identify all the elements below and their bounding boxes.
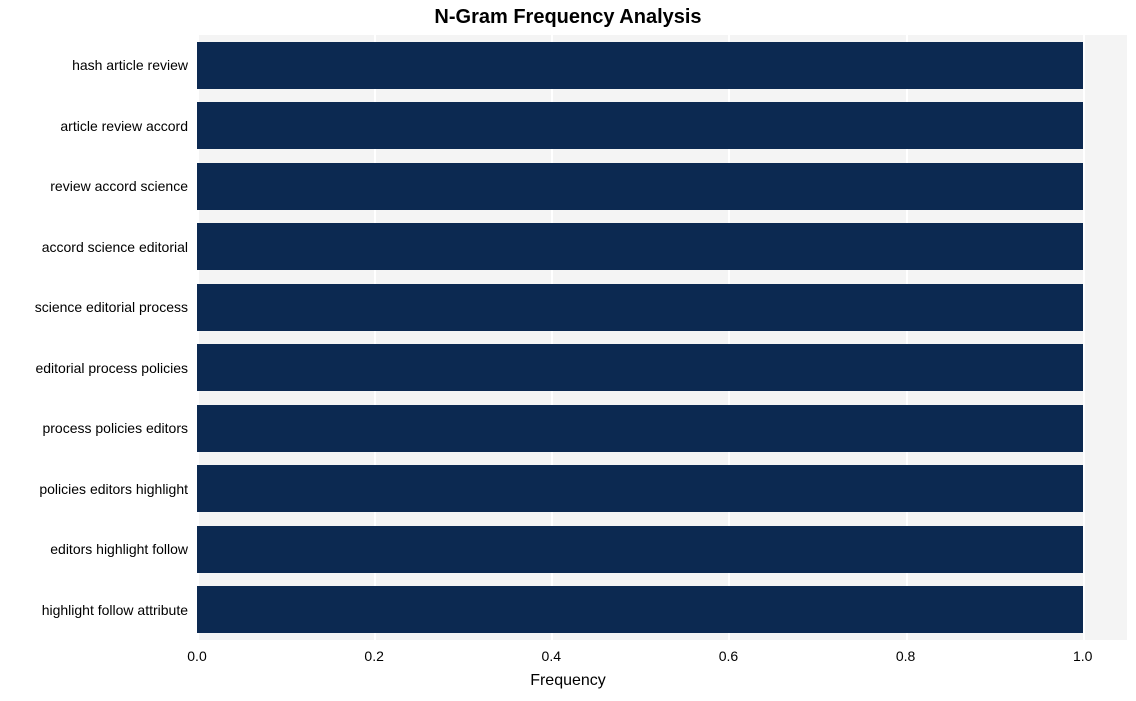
bar — [197, 284, 1083, 331]
x-tick-label: 0.6 — [719, 648, 738, 664]
y-tick-label: editors highlight follow — [50, 541, 188, 557]
bar — [197, 586, 1083, 633]
chart-title: N-Gram Frequency Analysis — [0, 6, 1136, 29]
y-tick-label: process policies editors — [42, 420, 188, 436]
bar — [197, 465, 1083, 512]
x-tick-label: 0.0 — [187, 648, 206, 664]
x-axis-label: Frequency — [0, 672, 1136, 690]
chart-container: N-Gram Frequency Analysis hash article r… — [0, 0, 1136, 701]
bar — [197, 223, 1083, 270]
grid-layer — [197, 35, 1127, 640]
x-gridline — [1083, 35, 1085, 640]
x-tick-label: 0.2 — [364, 648, 383, 664]
x-tick-label: 1.0 — [1073, 648, 1092, 664]
y-tick-label: editorial process policies — [35, 360, 188, 376]
y-tick-label: highlight follow attribute — [42, 602, 188, 618]
y-tick-label: article review accord — [60, 118, 188, 134]
y-tick-label: review accord science — [50, 178, 188, 194]
x-tick-label: 0.4 — [542, 648, 561, 664]
bar — [197, 526, 1083, 573]
bar — [197, 102, 1083, 149]
bar — [197, 42, 1083, 89]
y-tick-label: accord science editorial — [42, 239, 188, 255]
bar — [197, 163, 1083, 210]
y-tick-label: science editorial process — [35, 299, 188, 315]
y-tick-label: hash article review — [72, 57, 188, 73]
bar — [197, 405, 1083, 452]
x-tick-label: 0.8 — [896, 648, 915, 664]
plot-area — [197, 35, 1127, 640]
bar — [197, 344, 1083, 391]
y-tick-label: policies editors highlight — [39, 481, 188, 497]
